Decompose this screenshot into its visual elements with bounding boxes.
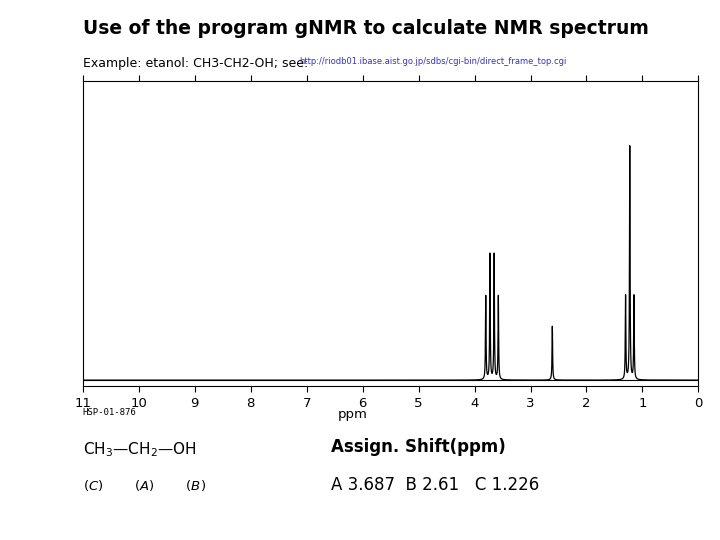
Text: ppm: ppm bbox=[338, 408, 368, 421]
Text: $(C)$    $(A)$    $(B)$: $(C)$ $(A)$ $(B)$ bbox=[83, 478, 206, 493]
Text: Assign. Shift(ppm): Assign. Shift(ppm) bbox=[331, 438, 506, 456]
Text: HSP-01-876: HSP-01-876 bbox=[83, 408, 137, 417]
Text: http://riodb01.ibase.aist.go.jp/sdbs/cgi-bin/direct_frame_top.cgi: http://riodb01.ibase.aist.go.jp/sdbs/cgi… bbox=[299, 57, 566, 66]
Text: $\mathsf{CH_3}$—$\mathsf{CH_2}$—OH: $\mathsf{CH_3}$—$\mathsf{CH_2}$—OH bbox=[83, 440, 197, 459]
Text: Use of the program gNMR to calculate NMR spectrum: Use of the program gNMR to calculate NMR… bbox=[83, 19, 649, 38]
Text: A 3.687  B 2.61   C 1.226: A 3.687 B 2.61 C 1.226 bbox=[331, 476, 539, 494]
Text: Example: etanol: CH3-CH2-OH; see:: Example: etanol: CH3-CH2-OH; see: bbox=[83, 57, 312, 70]
